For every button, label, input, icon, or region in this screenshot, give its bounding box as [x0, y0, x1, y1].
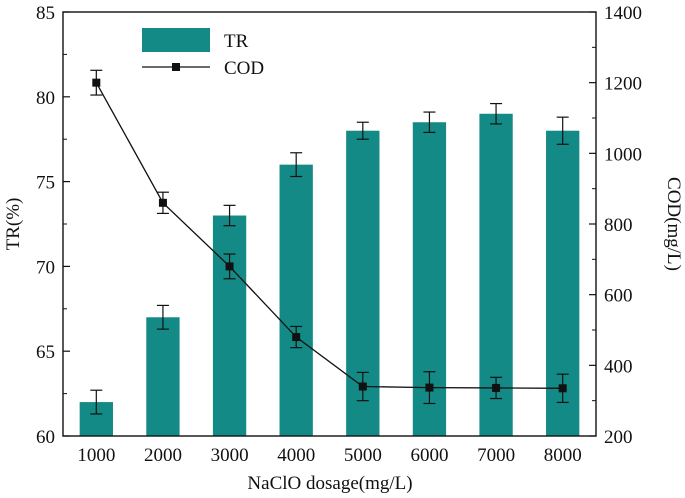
cod-point	[425, 383, 434, 392]
right-y-tick-label: 800	[604, 215, 633, 236]
legend-tr-swatch	[142, 28, 210, 52]
left-y-axis-ticks: 60 65 70 75 80 85	[36, 3, 70, 448]
right-y-tick-label: 600	[604, 286, 633, 307]
right-y-tick-label: 1400	[604, 3, 642, 24]
cod-line	[95, 82, 563, 389]
cod-points	[92, 78, 567, 393]
right-y-tick-label: 1200	[604, 74, 642, 95]
x-tick-label: 8000	[544, 445, 582, 466]
right-y-tick-label: 400	[604, 356, 633, 377]
right-y-axis-ticks: 200 400 600 800 1000 1200 1400	[589, 3, 642, 448]
x-tick-label: 3000	[211, 445, 249, 466]
left-y-axis-title: TR(%)	[3, 198, 24, 251]
plot-frame	[62, 11, 597, 437]
x-tick-label: 5000	[344, 445, 382, 466]
legend-tr-label: TR	[224, 31, 249, 52]
cod-point	[358, 382, 367, 391]
x-tick-label: 1000	[77, 445, 115, 466]
cod-point	[92, 78, 101, 87]
left-y-tick-label: 80	[36, 88, 55, 109]
cod-point	[225, 262, 234, 271]
x-tick-label: 2000	[144, 445, 182, 466]
right-y-axis-title: COD(mg/L)	[663, 177, 684, 271]
cod-point	[292, 333, 301, 342]
cod-point	[158, 198, 167, 207]
tr-error-bars	[90, 102, 569, 415]
x-axis-title: NaClO dosage(mg/L)	[247, 473, 412, 494]
cod-point	[558, 384, 567, 393]
x-axis-ticks: 1000 2000 3000 4000 5000 6000 7000 8000	[77, 429, 582, 466]
cod-point	[492, 383, 501, 392]
left-y-tick-label: 60	[36, 427, 55, 448]
tr-bar	[279, 164, 313, 436]
x-tick-label: 7000	[477, 445, 515, 466]
right-y-tick-label: 1000	[604, 144, 642, 165]
legend-cod-label: COD	[224, 58, 264, 79]
left-y-tick-label: 85	[36, 3, 55, 24]
right-y-tick-label: 200	[604, 427, 633, 448]
tr-bar	[146, 317, 180, 436]
left-y-tick-label: 65	[36, 342, 55, 363]
legend: TR COD	[142, 28, 264, 79]
legend-cod-marker	[172, 63, 180, 71]
left-y-tick-label: 75	[36, 173, 55, 194]
x-tick-label: 6000	[410, 445, 448, 466]
left-y-tick-label: 70	[36, 257, 55, 278]
cod-line-series	[95, 82, 563, 389]
x-tick-label: 4000	[277, 445, 315, 466]
tr-bar	[212, 215, 247, 436]
